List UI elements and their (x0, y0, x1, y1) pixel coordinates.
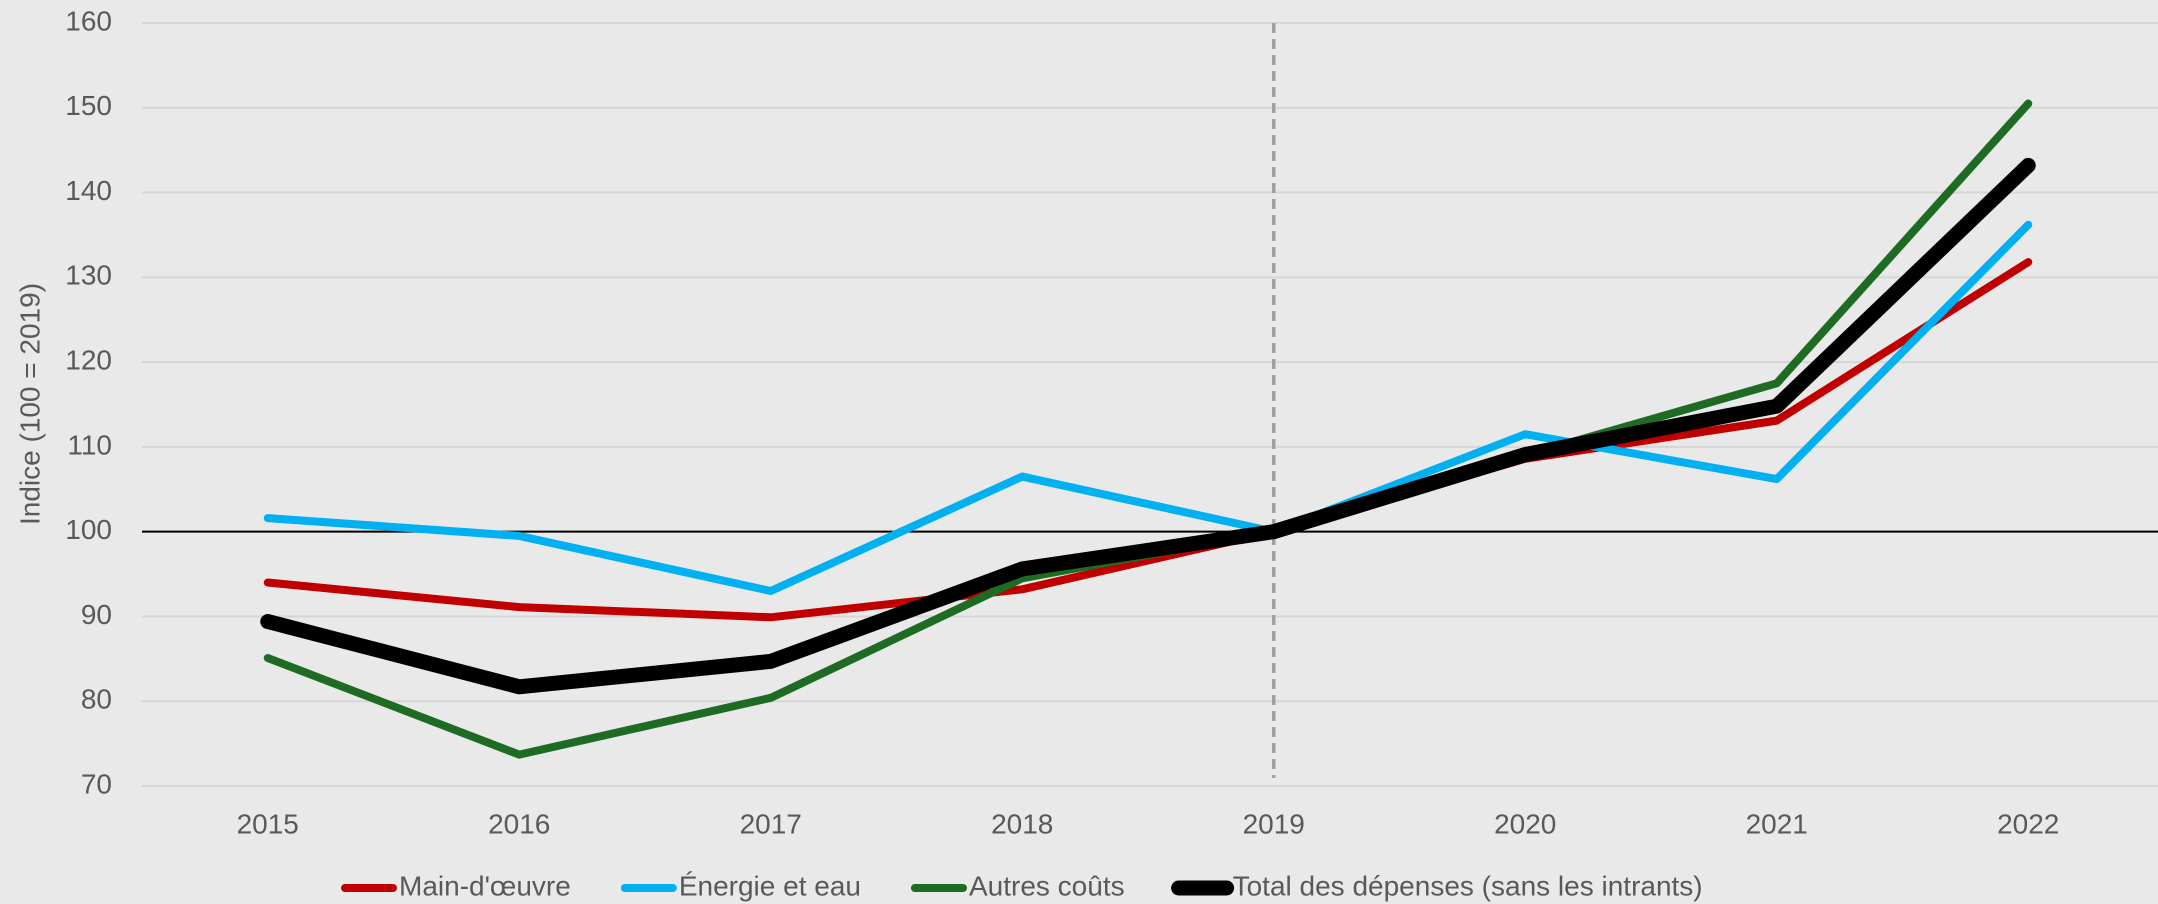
x-tick-label: 2015 (237, 808, 299, 839)
legend-label: Autres coûts (969, 870, 1125, 901)
series-line (260, 157, 2036, 695)
y-tick-label: 130 (65, 260, 112, 291)
x-tick-label: 2022 (1997, 808, 2059, 839)
series-line (263, 220, 2033, 596)
legend-label: Énergie et eau (679, 870, 861, 901)
legend-label: Main-d'œuvre (399, 870, 571, 901)
y-tick-label: 110 (67, 429, 112, 460)
y-tick-label: 80 (81, 684, 112, 715)
x-tick-label: 2019 (1243, 808, 1305, 839)
y-tick-label: 120 (65, 345, 112, 376)
series-line (263, 99, 2033, 759)
legend-label: Total des dépenses (sans les intrants) (1233, 870, 1703, 901)
y-tick-label: 100 (65, 514, 112, 545)
y-tick-label: 140 (65, 175, 112, 206)
y-tick-label: 70 (81, 768, 112, 799)
x-tick-label: 2021 (1746, 808, 1808, 839)
x-tick-label: 2020 (1494, 808, 1556, 839)
y-tick-label: 150 (65, 90, 112, 121)
x-tick-label: 2017 (740, 808, 802, 839)
series-line (263, 258, 2033, 622)
y-tick-label: 90 (81, 599, 112, 630)
y-tick-label: 160 (65, 5, 112, 36)
y-axis-label: Indice (100 = 2019) (14, 283, 45, 525)
x-tick-label: 2016 (488, 808, 550, 839)
x-tick-label: 2018 (991, 808, 1053, 839)
